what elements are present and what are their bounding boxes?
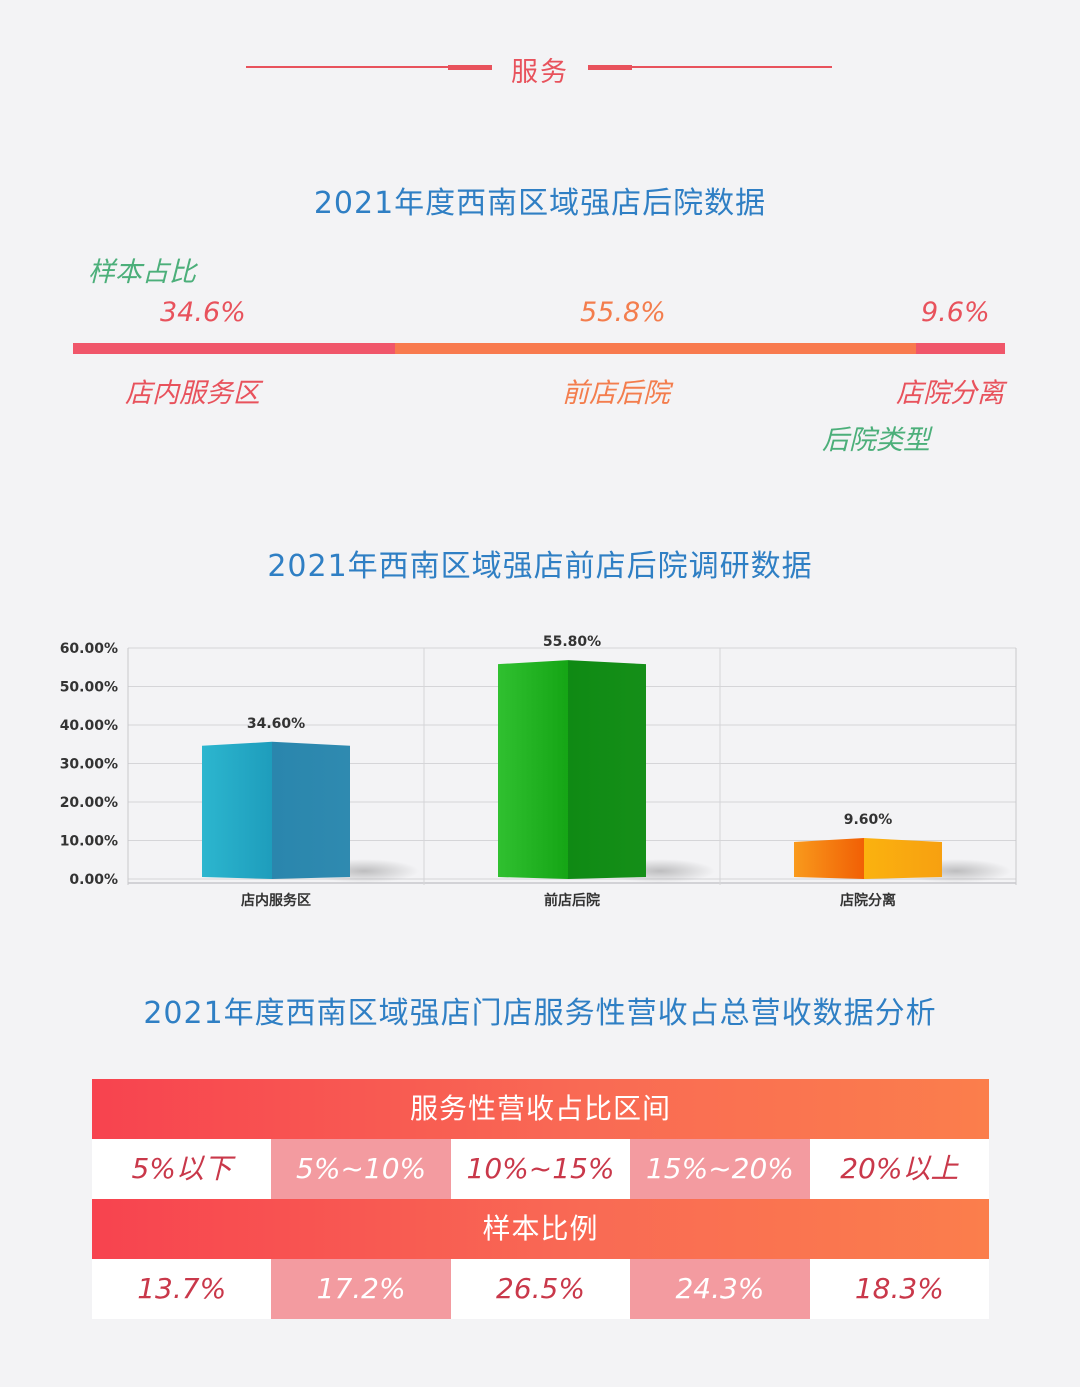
proportion-segment-3: [915, 343, 1005, 354]
range-cell: 5%~10%: [271, 1139, 451, 1199]
bar: [498, 660, 715, 883]
bar: [794, 838, 1011, 883]
bar-side: [272, 741, 350, 879]
proportion-segment-2: [395, 343, 916, 354]
proportion-bar: [73, 343, 1005, 354]
bar-chart: 0.00% 10.00% 20.00% 30.00% 40.00% 50.00% 60.00…: [60, 634, 1017, 909]
bar-side: [864, 838, 942, 879]
y-tick-label: 30.00%: [60, 757, 118, 773]
segment-pct-1: 34.6%: [160, 297, 246, 328]
data-label: 9.60%: [844, 812, 893, 828]
y-tick-label: 40.00%: [60, 718, 118, 734]
chart-bars: [202, 660, 1011, 883]
sample-cell: 17.2%: [271, 1259, 451, 1319]
header-title: 服务: [511, 57, 569, 88]
range-cell: 15%~20%: [630, 1139, 810, 1199]
segment-pct-2: 55.8%: [580, 297, 666, 328]
x-tick-label: 店内服务区: [241, 892, 311, 909]
header-line-right: [588, 66, 832, 68]
bar-side: [568, 660, 646, 879]
range-header: 服务性营收占比区间: [92, 1079, 989, 1139]
sample-cell: 13.7%: [92, 1259, 272, 1319]
proportion-segment-1: [73, 343, 396, 354]
sample-cell: 26.5%: [450, 1259, 631, 1319]
y-tick-label: 0.00%: [69, 872, 118, 888]
bar-front: [498, 660, 568, 879]
range-cell: 10%~15%: [450, 1139, 631, 1199]
x-tick-label: 前店后院: [544, 892, 600, 909]
y-tick-label: 10.00%: [60, 834, 118, 850]
segment-pct-3: 9.6%: [921, 297, 990, 328]
sample-row: 13.7% 17.2% 26.5% 24.3% 18.3%: [92, 1259, 990, 1319]
sample-cell: 24.3%: [630, 1259, 810, 1319]
range-cell: 5%以下: [92, 1139, 272, 1199]
range-cell: 20%以上: [809, 1139, 990, 1199]
segment-label-1: 店内服务区: [125, 378, 260, 409]
section2-title: 2021年西南区域强店前店后院调研数据: [267, 549, 813, 584]
revenue-table: 服务性营收占比区间 5%以下 5%~10% 10%~15% 15%~20% 20…: [92, 1079, 990, 1321]
section3-title: 2021年度西南区域强店门店服务性营收占总营收数据分析: [143, 996, 937, 1031]
x-tick-label: 店院分离: [840, 892, 896, 909]
sample-ratio-label: 样本占比: [88, 257, 196, 288]
segment-label-3: 店院分离: [896, 378, 1004, 409]
header-accent-left: [448, 65, 492, 70]
header-accent-right: [588, 65, 632, 70]
y-tick-label: 60.00%: [60, 641, 118, 657]
segment-label-2: 前店后院: [562, 378, 670, 409]
data-label: 55.80%: [543, 634, 601, 650]
bar: [202, 741, 419, 883]
section1-title: 2021年度西南区域强店后院数据: [313, 186, 767, 221]
y-tick-label: 50.00%: [60, 680, 118, 696]
data-label: 34.60%: [247, 716, 305, 732]
bar-front: [794, 838, 864, 879]
type-label: 后院类型: [822, 425, 930, 456]
y-tick-label: 20.00%: [60, 795, 118, 811]
sample-header: 样本比例: [92, 1199, 989, 1259]
chart-labels: 0.00% 10.00% 20.00% 30.00% 40.00% 50.00% 60.00…: [60, 634, 896, 909]
bar-front: [202, 741, 272, 879]
header-line-left: [246, 66, 492, 68]
range-row: 5%以下 5%~10% 10%~15% 15%~20% 20%以上: [92, 1139, 990, 1199]
sample-cell: 18.3%: [809, 1259, 990, 1319]
